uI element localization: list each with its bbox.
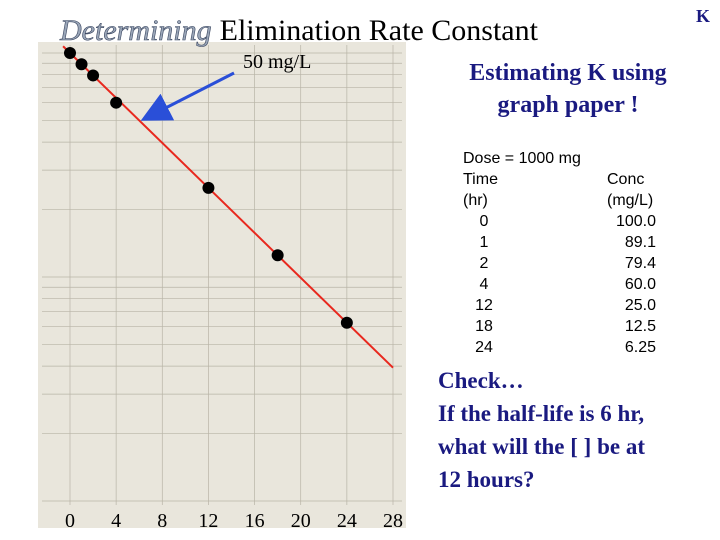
question-line: Check… <box>438 368 524 393</box>
table-cell: 12.5 <box>625 318 656 335</box>
x-tick-label: 16 <box>245 510 265 532</box>
table-cell: 4 <box>480 276 489 293</box>
table-cell: 2 <box>480 255 489 272</box>
x-tick-label: 20 <box>291 510 311 532</box>
table-header: Time <box>463 171 498 188</box>
table-cell: 100.0 <box>616 213 656 230</box>
annotation: 50 mg/L <box>243 51 311 73</box>
x-tick-label: 8 <box>157 510 167 532</box>
x-tick-label: 12 <box>198 510 218 532</box>
table-cell: 18 <box>475 318 493 335</box>
table-cell: 1 <box>480 234 489 251</box>
heading-line: Estimating K using <box>469 60 666 86</box>
data-point <box>64 47 76 59</box>
x-tick-label: 0 <box>65 510 75 532</box>
title: Determining Elimination Rate Constant <box>59 14 539 47</box>
question-line: If the half-life is 6 hr, <box>438 401 644 426</box>
table-header: (hr) <box>463 192 488 209</box>
title-emphasis: Determining <box>59 14 212 47</box>
x-tick-label: 28 <box>383 510 403 532</box>
title-rest: Elimination Rate Constant <box>220 14 539 47</box>
data-point <box>75 58 88 71</box>
x-tick-label: 4 <box>111 510 121 532</box>
table-header: Conc <box>607 171 644 188</box>
table-cell: 6.25 <box>625 339 656 356</box>
table-cell: 24 <box>475 339 493 356</box>
x-tick-label: 24 <box>337 510 357 532</box>
data-point <box>340 316 353 329</box>
table-cell: 79.4 <box>625 255 656 272</box>
table-cell: 0 <box>480 213 489 230</box>
table-cell: 25.0 <box>625 297 656 314</box>
graph-paper <box>38 42 406 528</box>
table-cell: 89.1 <box>625 234 656 251</box>
table-cell: 12 <box>475 297 493 314</box>
data-point <box>271 249 284 262</box>
data-point <box>87 69 100 82</box>
data-point <box>202 181 215 194</box>
table-cell: 60.0 <box>625 276 656 293</box>
question-line: what will the [ ] be at <box>438 434 645 459</box>
dose: Dose = 1000 mg <box>463 150 581 167</box>
heading-line: graph paper ! <box>498 92 639 118</box>
table-header: (mg/L) <box>607 192 653 209</box>
corner-label: K <box>696 6 710 26</box>
data-point <box>110 96 123 109</box>
question-line: 12 hours? <box>438 467 535 492</box>
annotation-arrow <box>140 71 235 121</box>
